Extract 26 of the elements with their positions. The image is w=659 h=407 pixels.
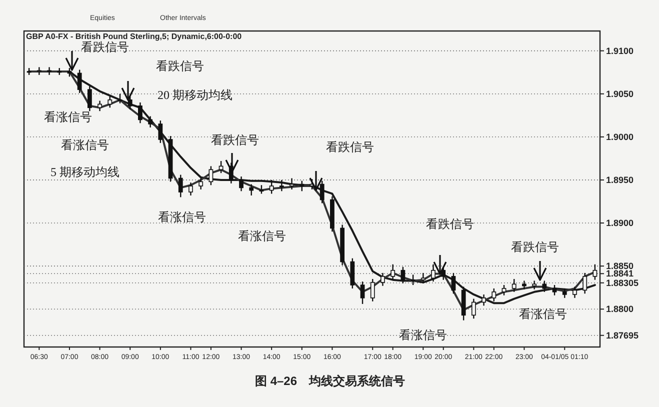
annotation: 5 期移动均线 [50, 165, 120, 179]
y-tick-label: 1.8850 [606, 261, 634, 272]
y-tick-label: 1.87695 [606, 330, 639, 340]
y-tick-label: 1.9100 [606, 46, 634, 56]
annotation: 看跌信号 [211, 133, 259, 147]
annotation: 20 期移动均线 [158, 88, 232, 102]
y-tick-label: 1.8950 [606, 174, 634, 185]
chart-title: GBP A0-FX - British Pound Sterling,5; Dynamic,6:00-0:00 [26, 32, 242, 41]
annotation: 看涨信号 [158, 210, 206, 224]
annotation: 看涨信号 [399, 328, 447, 342]
annotation: 看跌信号 [326, 140, 374, 154]
annotation: 看涨信号 [61, 138, 109, 152]
y-tick-label: 1.8841 [606, 268, 634, 279]
annotation: 看涨信号 [519, 307, 567, 321]
annotation: 看跌信号 [511, 240, 559, 254]
y-tick-label: 1.8900 [606, 218, 634, 228]
annotation: 看涨信号 [238, 229, 286, 243]
annotation: 看涨信号 [44, 110, 92, 124]
y-tick-label: 1.88305 [606, 278, 639, 288]
y-tick-label: 1.8800 [606, 304, 634, 314]
annotation: 看跌信号 [156, 59, 204, 73]
caption: 图 4–26 均线交易系统信号 [254, 374, 406, 388]
annotation: 看跌信号 [81, 40, 129, 54]
y-tick-label: 1.9000 [606, 132, 634, 142]
y-tick-label: 1.9050 [606, 88, 634, 99]
annotation: 看跌信号 [426, 217, 474, 231]
